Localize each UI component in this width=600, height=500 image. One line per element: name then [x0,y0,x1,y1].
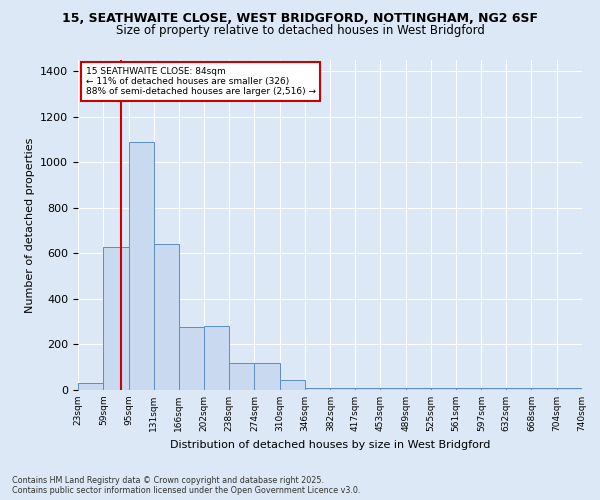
Bar [204,326,229,390]
Bar [254,362,280,390]
Bar [305,388,331,390]
Text: Contains HM Land Registry data © Crown copyright and database right 2025.
Contai: Contains HM Land Registry data © Crown c… [12,476,361,495]
Bar [355,388,380,390]
Bar [179,328,204,390]
Bar [78,383,103,390]
Bar [406,388,431,390]
Bar [557,388,582,390]
X-axis label: Distribution of detached houses by size in West Bridgford: Distribution of detached houses by size … [170,440,490,450]
Y-axis label: Number of detached properties: Number of detached properties [25,138,35,312]
Bar [128,142,154,390]
Text: 15, SEATHWAITE CLOSE, WEST BRIDGFORD, NOTTINGHAM, NG2 6SF: 15, SEATHWAITE CLOSE, WEST BRIDGFORD, NO… [62,12,538,26]
Bar [456,388,481,390]
Bar [280,380,305,390]
Bar [481,388,506,390]
Bar [103,246,128,390]
Bar [229,362,254,390]
Bar [506,388,532,390]
Bar [154,244,179,390]
Bar [431,388,456,390]
Text: Size of property relative to detached houses in West Bridgford: Size of property relative to detached ho… [116,24,484,37]
Bar [331,388,355,390]
Text: 15 SEATHWAITE CLOSE: 84sqm
← 11% of detached houses are smaller (326)
88% of sem: 15 SEATHWAITE CLOSE: 84sqm ← 11% of deta… [86,66,316,96]
Bar [380,388,406,390]
Bar [532,388,557,390]
